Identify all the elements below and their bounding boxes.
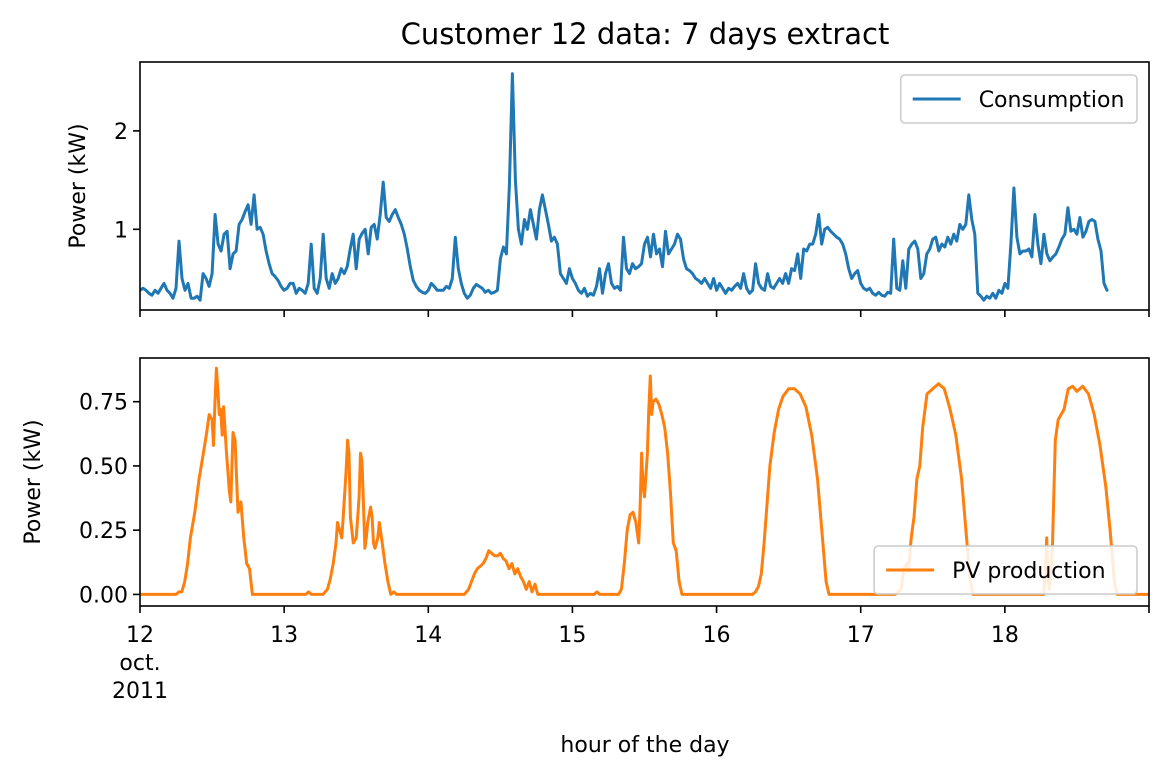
pv-production-panel: 0.00 0.25 0.50 0.75 Power (kW) PV production (21, 357, 1150, 613)
y-axis-label: Power (kW) (66, 123, 91, 248)
y-tick-label: 0.25 (79, 519, 128, 544)
y-tick-label: 0.50 (79, 455, 128, 480)
x-tick-label: 14 (414, 623, 442, 648)
legend: Consumption (899, 74, 1138, 124)
y-tick-label: 1 (114, 218, 128, 243)
x-tick-label: 12 (126, 623, 154, 648)
x-tick-label: 16 (703, 623, 731, 648)
x-tick-label-date: 2011 (112, 679, 168, 704)
plot-frame (139, 357, 1150, 607)
x-tick-label: 18 (991, 623, 1019, 648)
chart-title: Customer 12 data: 7 days extract (401, 17, 890, 51)
y-tick-label: 2 (114, 120, 128, 145)
y-tick-label: 0.75 (79, 391, 128, 416)
legend-label: PV production (952, 559, 1105, 584)
legend-box (899, 74, 1138, 124)
x-tick-label-date: oct. (119, 651, 160, 676)
x-axis-label: hour of the day (560, 733, 729, 758)
x-tick-label: 13 (270, 623, 298, 648)
legend-label: Consumption (979, 88, 1125, 113)
legend: PV production (873, 545, 1138, 595)
x-tick-label: 15 (558, 623, 586, 648)
y-axis-label: Power (kW) (21, 419, 46, 544)
plot-frame (139, 61, 1150, 311)
series-line-consumption (140, 72, 1109, 302)
legend-box (873, 545, 1138, 595)
x-tick-label: 17 (847, 623, 875, 648)
y-tick-label: 0.00 (79, 583, 128, 608)
x-axis: 12 oct. 2011 13 14 15 16 17 18 (112, 623, 1019, 704)
series-line-pv-production (140, 366, 1149, 596)
consumption-panel: 1 2 Power (kW) Consumption (66, 61, 1150, 317)
